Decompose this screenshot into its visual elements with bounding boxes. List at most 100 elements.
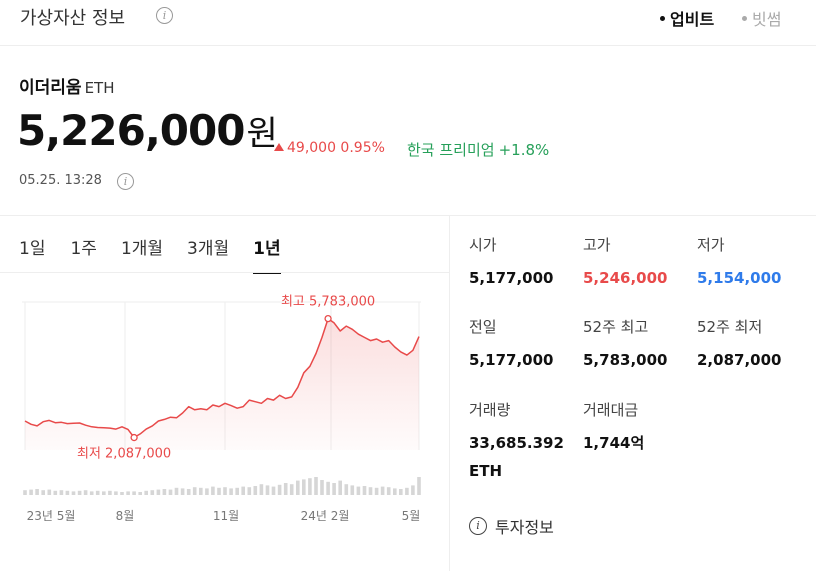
volume-bar <box>41 490 45 495</box>
x-tick-label: 11월 <box>213 509 239 523</box>
tab-1w[interactable]: 1주 <box>70 239 97 259</box>
volume-bar <box>229 488 233 495</box>
volume-bar <box>102 491 106 495</box>
info-icon: i <box>469 517 487 535</box>
source-tab-bithumb[interactable]: 빗썸 <box>742 6 781 30</box>
tab-1y[interactable]: 1년 <box>253 234 281 274</box>
volume-bar <box>138 492 142 495</box>
volume-bar <box>289 484 294 495</box>
volume-bar <box>132 491 136 495</box>
volume-bar <box>338 480 342 495</box>
tab-3m[interactable]: 3개월 <box>187 239 230 259</box>
volume-bar <box>386 487 391 495</box>
volume-bar <box>277 484 282 495</box>
up-triangle-icon <box>274 143 284 151</box>
stat-value: 1,744억 <box>583 434 645 452</box>
volume-bar <box>223 487 227 495</box>
volume-bar <box>217 487 221 495</box>
volume-bar <box>405 487 409 495</box>
period-tabs: 1일 1주 1개월 3개월 1년 <box>0 234 281 274</box>
volume-bar <box>144 490 148 495</box>
stat-label: 시가 <box>469 236 497 254</box>
korea-premium: 한국 프리미엄 +1.8% <box>407 139 549 160</box>
volume-bar <box>411 485 415 495</box>
min-label: 최저 2,087,000 <box>77 447 171 462</box>
divider <box>0 215 816 216</box>
volume-bar <box>271 486 276 495</box>
tab-1d[interactable]: 1일 <box>19 239 46 259</box>
current-price: 5,226,000원 <box>17 106 278 155</box>
stat-52w-high: 52주 최고 5,783,000 <box>583 316 667 374</box>
volume-bar <box>393 488 397 495</box>
volume-bar <box>95 490 100 495</box>
info-icon[interactable]: i <box>156 7 173 24</box>
volume-bar <box>35 489 39 495</box>
volume-bar <box>174 487 179 495</box>
volume-bar <box>399 489 403 495</box>
stat-open: 시가 5,177,000 <box>469 234 553 292</box>
price-chart[interactable]: 최고 5,783,000 최저 2,087,000 23년 5월 8월 11월 24년 2… <box>0 275 449 525</box>
price-change: 49,000 0.95% <box>274 140 385 156</box>
asset-ticker: ETH <box>84 79 115 97</box>
volume-bar <box>211 486 215 495</box>
volume-bar <box>156 489 161 495</box>
stat-value: 5,246,000 <box>583 269 668 287</box>
volume-bar <box>308 478 312 495</box>
source-tab-upbit[interactable]: 업비트 <box>660 6 714 30</box>
volume-bar <box>108 490 112 495</box>
stat-label: 저가 <box>697 236 725 254</box>
x-tick-label: 8월 <box>116 509 135 523</box>
volume-bar <box>253 486 258 495</box>
volume-bar <box>89 491 94 495</box>
volume-bar <box>150 490 155 495</box>
volume-bar <box>320 480 324 495</box>
volume-bar <box>180 488 185 495</box>
page-title: 가상자산 정보 <box>20 8 126 29</box>
volume-bar <box>362 486 367 495</box>
max-point <box>324 314 332 323</box>
tab-1m[interactable]: 1개월 <box>120 239 164 259</box>
x-tick-label: 5월 <box>402 509 421 523</box>
price-unit: 원 <box>246 114 277 154</box>
stat-value: 5,177,000 <box>469 351 554 369</box>
volume-bar <box>235 487 239 495</box>
stat-value: 33,685.392 ETH <box>469 434 564 480</box>
timestamp-info-icon[interactable]: i <box>117 173 134 190</box>
volume-bar <box>205 488 209 495</box>
premium-label: 한국 프리미엄 <box>407 141 495 159</box>
divider <box>0 272 449 273</box>
investment-info-label: 투자정보 <box>495 518 554 537</box>
volume-bar <box>162 489 167 495</box>
price-value: 5,226,000 <box>17 106 245 155</box>
volume-bar <box>71 491 76 495</box>
volume-bar <box>59 490 64 495</box>
investment-info-link[interactable]: i 투자정보 <box>469 514 554 538</box>
volume-bar <box>77 490 82 495</box>
volume-bar <box>350 485 355 495</box>
volume-bar <box>302 479 306 495</box>
vertical-divider <box>449 216 450 571</box>
volume-bar <box>265 485 270 495</box>
stat-label: 거래량 <box>469 401 511 419</box>
volume-bar <box>192 487 197 495</box>
volume-bar <box>344 484 349 495</box>
volume-bar <box>241 486 245 495</box>
volume-bar <box>356 486 361 495</box>
divider <box>0 45 816 46</box>
x-tick-label: 24년 2월 <box>301 509 350 523</box>
volume-bar <box>65 490 70 495</box>
x-tick-label: 23년 5월 <box>27 509 76 523</box>
volume-bar <box>368 487 373 495</box>
volume-bar <box>314 477 318 495</box>
source-label: 업비트 <box>670 10 715 29</box>
stat-prev-close: 전일 5,177,000 <box>469 316 553 374</box>
stat-low: 저가 5,154,000 <box>697 234 781 292</box>
stat-label: 고가 <box>583 236 611 254</box>
volume-bar <box>199 487 203 495</box>
stat-volume: 거래량 33,685.392 ETH <box>469 399 569 485</box>
volume-bar <box>380 486 385 495</box>
stat-label: 52주 최고 <box>583 318 649 336</box>
stat-label: 전일 <box>469 318 497 336</box>
volume-bar <box>114 491 118 495</box>
volume-bar <box>83 490 88 495</box>
